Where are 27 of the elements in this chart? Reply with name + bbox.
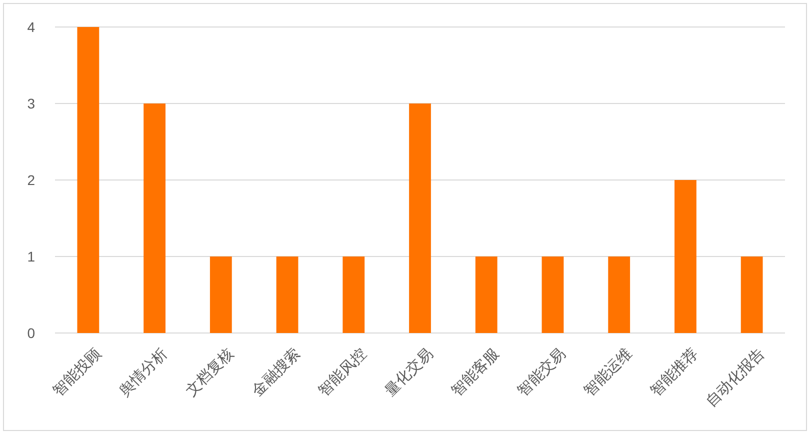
- x-tick-label: 金融搜索: [249, 345, 304, 400]
- x-tick-label: 自动化报告: [702, 345, 768, 410]
- bar: [674, 180, 696, 333]
- x-tick-label: 文档复核: [182, 345, 238, 400]
- x-tick-label: 智能运维: [580, 345, 636, 400]
- bar: [542, 256, 564, 333]
- y-tick-label: 4: [27, 19, 36, 35]
- x-tick-label: 智能交易: [514, 345, 569, 400]
- bar: [276, 256, 298, 333]
- bar: [475, 256, 498, 333]
- bar: [144, 104, 166, 333]
- x-tick-label: 智能风控: [315, 345, 370, 400]
- y-tick-label: 3: [27, 96, 36, 112]
- bar: [210, 256, 232, 333]
- bar: [342, 256, 365, 333]
- bar: [77, 27, 100, 333]
- x-tick-label: 量化交易: [382, 345, 436, 400]
- y-tick-label: 1: [27, 248, 36, 264]
- y-tick-label: 2: [27, 172, 36, 188]
- bar: [409, 104, 431, 333]
- x-tick-label: 智能推荐: [647, 345, 702, 400]
- x-tick-label: 智能客服: [448, 345, 503, 400]
- bar: [740, 256, 763, 333]
- bar: [608, 256, 630, 333]
- x-tick-label: 智能投顾: [50, 345, 104, 400]
- y-tick-label: 0: [27, 325, 36, 341]
- x-tick-label: 舆情分析: [116, 345, 171, 400]
